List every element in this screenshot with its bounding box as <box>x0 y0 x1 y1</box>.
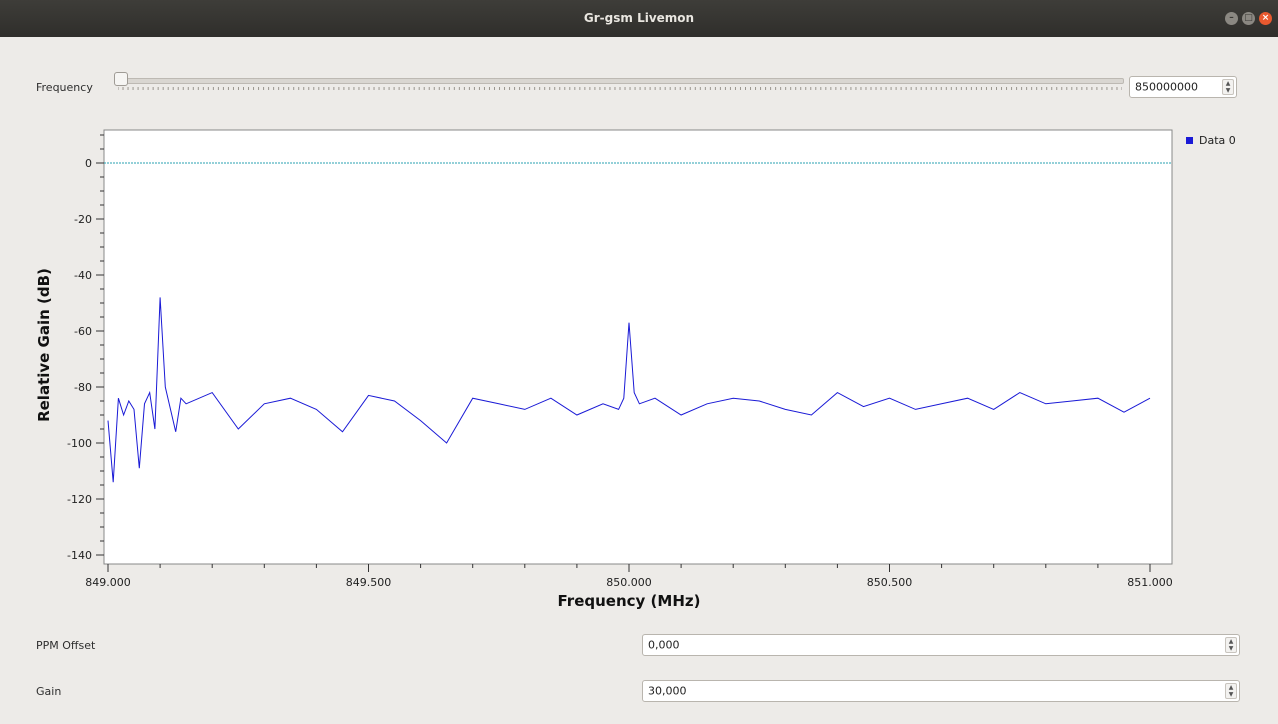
y-tick-label: -120 <box>67 493 92 506</box>
plot-canvas <box>103 129 1173 565</box>
x-axis: 849.000 849.500 850.000 850.500 851.000 <box>85 564 1173 589</box>
x-tick-label: 849.000 <box>85 576 131 589</box>
x-tick-label: 850.500 <box>867 576 913 589</box>
ppm-offset-label: PPM Offset <box>36 639 96 652</box>
gain-label: Gain <box>36 685 62 698</box>
gain-spinbox[interactable]: 30,000 ▲ ▼ <box>642 680 1240 702</box>
y-tick-label: -80 <box>74 381 92 394</box>
frequency-slider-ticks <box>118 87 1122 90</box>
series-line-data-0 <box>107 297 1151 483</box>
x-tick-label: 851.000 <box>1127 576 1173 589</box>
frequency-value: 850000000 <box>1135 80 1198 94</box>
y-tick-label: -140 <box>67 549 92 562</box>
frequency-slider-handle[interactable] <box>114 72 128 86</box>
minimize-icon[interactable]: – <box>1225 12 1238 25</box>
maximize-icon[interactable]: □ <box>1242 12 1255 25</box>
frequency-label: Frequency <box>36 81 93 94</box>
gain-value: 30,000 <box>648 684 687 698</box>
close-icon[interactable]: × <box>1259 12 1272 25</box>
frequency-spinbox[interactable]: 850000000 ▲ ▼ <box>1129 76 1237 98</box>
x-tick-label: 850.000 <box>606 576 652 589</box>
window-titlebar: Gr-gsm Livemon – □ × <box>0 0 1278 37</box>
x-axis-label: Frequency (MHz) <box>558 592 701 610</box>
x-tick-label: 849.500 <box>346 576 392 589</box>
y-tick-label: -20 <box>74 213 92 226</box>
ppm-offset-spinbox[interactable]: 0,000 ▲ ▼ <box>642 634 1240 656</box>
y-axis: 0 -20 -40 -60 -80 -100 -120 -140 <box>67 134 104 562</box>
legend-swatch <box>1186 137 1193 144</box>
spin-arrows-icon[interactable]: ▲ ▼ <box>1225 637 1237 653</box>
spin-arrows-icon[interactable]: ▲ ▼ <box>1222 79 1234 95</box>
y-tick-label: 0 <box>85 157 92 170</box>
ppm-offset-value: 0,000 <box>648 638 680 652</box>
y-axis-label: Relative Gain (dB) <box>35 268 53 422</box>
frequency-slider-track[interactable] <box>118 78 1124 84</box>
legend-item-data-0: Data 0 <box>1199 134 1236 147</box>
spin-arrows-icon[interactable]: ▲ ▼ <box>1225 683 1237 699</box>
y-tick-label: -100 <box>67 437 92 450</box>
spectrum-plot: 0 -20 -40 -60 -80 -100 -120 -140 849.000 849.500… <box>35 129 1173 610</box>
window-title: Gr-gsm Livemon <box>583 11 695 25</box>
y-tick-label: -60 <box>74 325 92 338</box>
y-tick-label: -40 <box>74 269 92 282</box>
